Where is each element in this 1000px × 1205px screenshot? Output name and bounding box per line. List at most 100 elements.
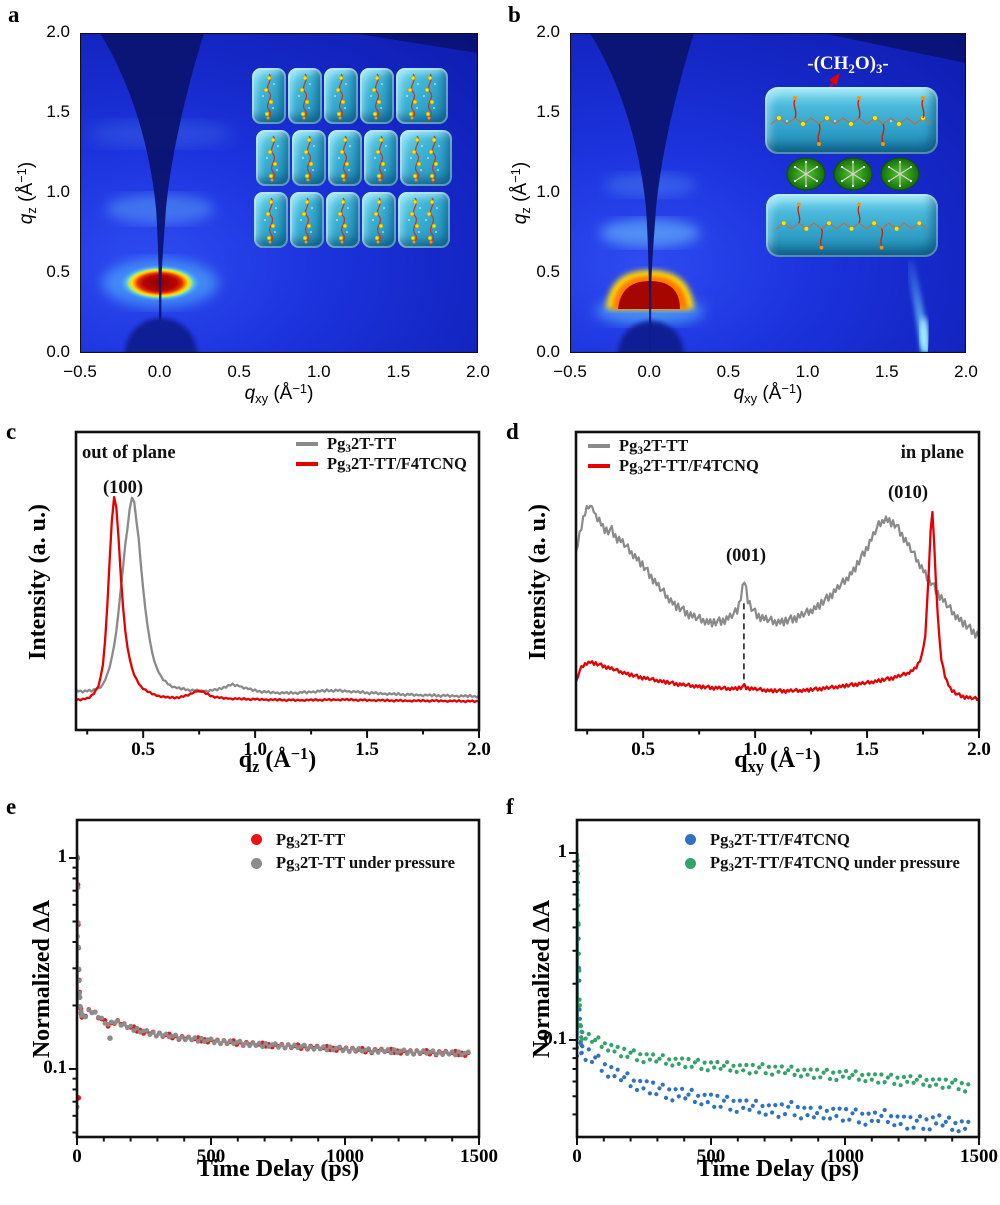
lamella-tile (400, 130, 452, 186)
x-axis-title-f: Time Delay (ps) (696, 1156, 860, 1182)
x-tick-label: 1.5 (855, 739, 879, 760)
legend-item: Pg32T-TT/F4TCNQ (296, 454, 467, 476)
lamella-tile (360, 68, 394, 124)
legend-swatch-line (588, 464, 610, 468)
x-tick-label: 500 (696, 1146, 726, 1167)
x-tick-label: −0.5 (63, 362, 97, 381)
legend-label: Pg32T-TT/F4TCNQ (619, 456, 759, 478)
y-tick-label: 1.5 (46, 102, 70, 121)
x-tick-label: 2.0 (467, 739, 491, 760)
lamella-tile (256, 130, 290, 186)
legend-label: Pg32T-TT/F4TCNQ (710, 829, 850, 851)
legend-label: Pg32T-TT (327, 434, 397, 456)
x-axis-title-e: Time Delay (ps) (196, 1156, 360, 1182)
x-axis-title-c: qz (Å−1) (238, 744, 317, 776)
x-tick-label: 1500 (960, 1146, 998, 1167)
legend-label: Pg32T-TT (619, 436, 689, 458)
f4tcnq-molecule-2 (833, 157, 873, 196)
legend-label: Pg32T-TT/F4TCNQ (327, 454, 467, 476)
panel-b: b (500, 0, 1000, 415)
glycol-side-chain-label: -(CH2O)3- (807, 53, 889, 76)
lamella-tile (252, 68, 286, 124)
detector-gap-sliver (352, 33, 478, 53)
y-axis-title-f: Normalized ΔA (529, 899, 555, 1059)
giwaxs-map-b: -(CH2O)3- (570, 33, 966, 353)
giwaxs-map-a (80, 33, 478, 353)
legend-item: Pg32T-TT (248, 828, 455, 852)
x-tick-label: 1.5 (355, 739, 379, 760)
x-tick-label: 1500 (460, 1146, 498, 1167)
x-tick-label: 0 (72, 1146, 82, 1167)
x-tick-label: 1.0 (743, 739, 767, 760)
y-tick-label: 0.1 (543, 1028, 567, 1049)
legend-swatch-dot (251, 857, 262, 869)
y-tick-label: 2.0 (46, 22, 70, 41)
y-axis-title-e: Normalized ΔA (29, 899, 55, 1059)
beamstop-shadow (125, 318, 197, 353)
legend-f: Pg32T-TT/F4TCNQ Pg32T-TT/F4TCNQ under pre… (682, 828, 960, 875)
legend-item: Pg32T-TT (588, 436, 759, 458)
lamella-tile (326, 192, 360, 248)
line-chart-c (74, 430, 481, 738)
panel-letter-d: d (506, 419, 519, 444)
panel-letter-c: c (6, 419, 17, 444)
x-tick-label: −0.5 (553, 362, 587, 381)
y-tick-label: 2.0 (536, 22, 560, 41)
in-plane-010-streak-core (920, 317, 928, 349)
polymer-chain-art (770, 96, 932, 146)
x-tick-label: 1.0 (795, 362, 820, 381)
x-axis-title-a: qxy (Å−1) (244, 380, 314, 406)
lamella-tile (290, 192, 324, 248)
panel-letter-a: a (8, 2, 20, 27)
lamella-tile (324, 68, 358, 124)
polymer-backbone-bar-bottom (766, 194, 938, 257)
y-axis-title-c: Intensity (a. u.) (25, 504, 51, 661)
x-axis-title-d: qxy (Å−1) (734, 744, 821, 776)
legend-label: Pg32T-TT/F4TCNQ under pressure (710, 853, 960, 875)
x-tick-label: 2.0 (466, 362, 490, 381)
panel-letter-b: b (508, 2, 521, 27)
polymer-chain-art (775, 202, 928, 250)
y-tick-label: 0.5 (46, 262, 70, 281)
missing-wedge (100, 33, 204, 295)
legend-swatch-line (588, 444, 610, 448)
lamella-tile (364, 130, 398, 186)
y-tick-label: 1.5 (536, 102, 560, 121)
legend-swatch-dot (685, 857, 696, 869)
x-tick-label: 1.5 (874, 362, 899, 381)
legend-swatch-dot (685, 834, 696, 846)
panel-a: a (0, 0, 500, 415)
y-axis-title-a: qz (Å−1) (13, 161, 39, 225)
lamella-tile (398, 192, 450, 248)
x-tick-label: 1000 (326, 1146, 364, 1167)
panel-letter-e: e (6, 794, 17, 819)
legend-item: Pg32T-TT/F4TCNQ (682, 828, 960, 852)
legend-c: Pg32T-TT Pg32T-TT/F4TCNQ (296, 434, 467, 476)
missing-wedge (590, 33, 694, 295)
polymer-backbone-bar-top (765, 87, 938, 154)
x-tick-label: 0.5 (227, 362, 251, 381)
y-tick-label: 1.0 (536, 182, 560, 201)
x-tick-label: 1.5 (386, 362, 411, 381)
panel-e: e Pg32T-TT Pg32T-TT under pressure 0 500 10… (0, 790, 500, 1205)
lamella-tile (288, 68, 322, 124)
x-tick-label: 500 (196, 1146, 226, 1167)
panel-d: d in plane (001) (010) Pg32T-TT Pg32T-TT/… (500, 415, 1000, 790)
lamella-tile (292, 130, 326, 186)
y-axis-title-d: Intensity (a. u.) (525, 504, 551, 661)
x-tick-label: 0.5 (716, 362, 741, 381)
legend-label: Pg32T-TT (276, 829, 346, 851)
y-tick-label: 0.0 (536, 342, 560, 361)
x-tick-label: 1000 (826, 1146, 864, 1167)
legend-item: Pg32T-TT/F4TCNQ (588, 456, 759, 478)
y-tick-label: 1 (557, 841, 568, 862)
lamella-tile (362, 192, 396, 248)
y-tick-label: 1.0 (46, 182, 70, 201)
legend-item: Pg32T-TT (296, 434, 467, 456)
wedge-needle (159, 291, 162, 321)
lamella-tile (328, 130, 362, 186)
legend-swatch-dot (251, 834, 262, 846)
panel-letter-f: f (506, 794, 514, 819)
x-tick-label: 0.5 (631, 739, 656, 760)
